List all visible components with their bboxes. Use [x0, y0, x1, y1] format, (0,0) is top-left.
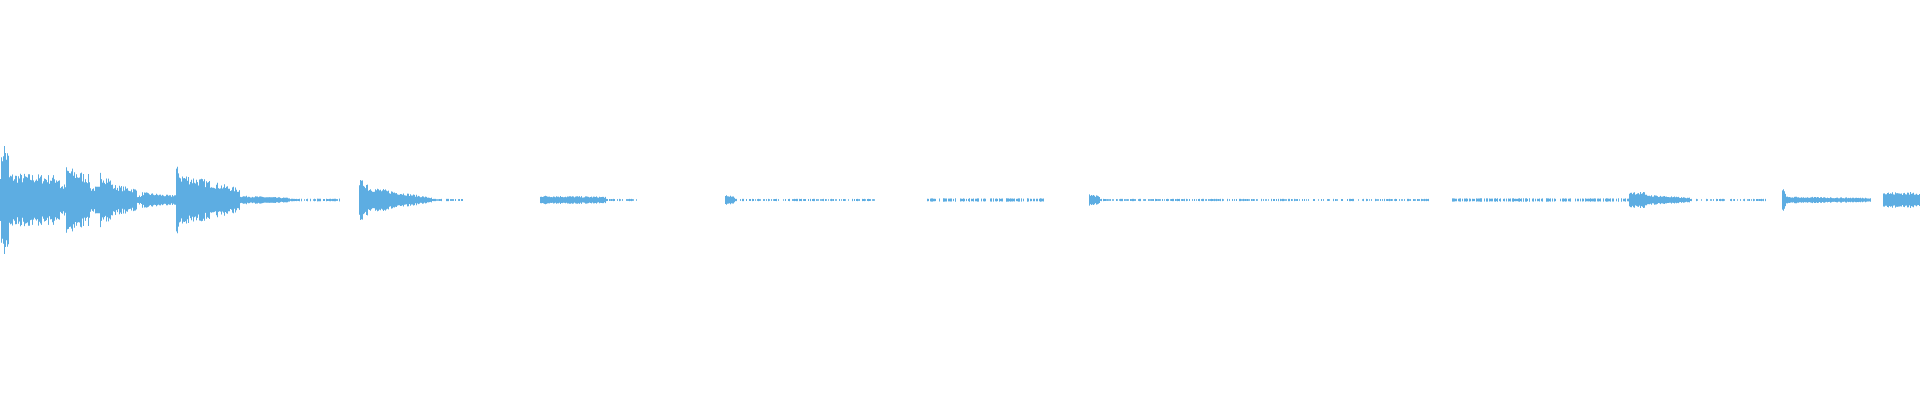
waveform-shape: [0, 146, 1920, 254]
